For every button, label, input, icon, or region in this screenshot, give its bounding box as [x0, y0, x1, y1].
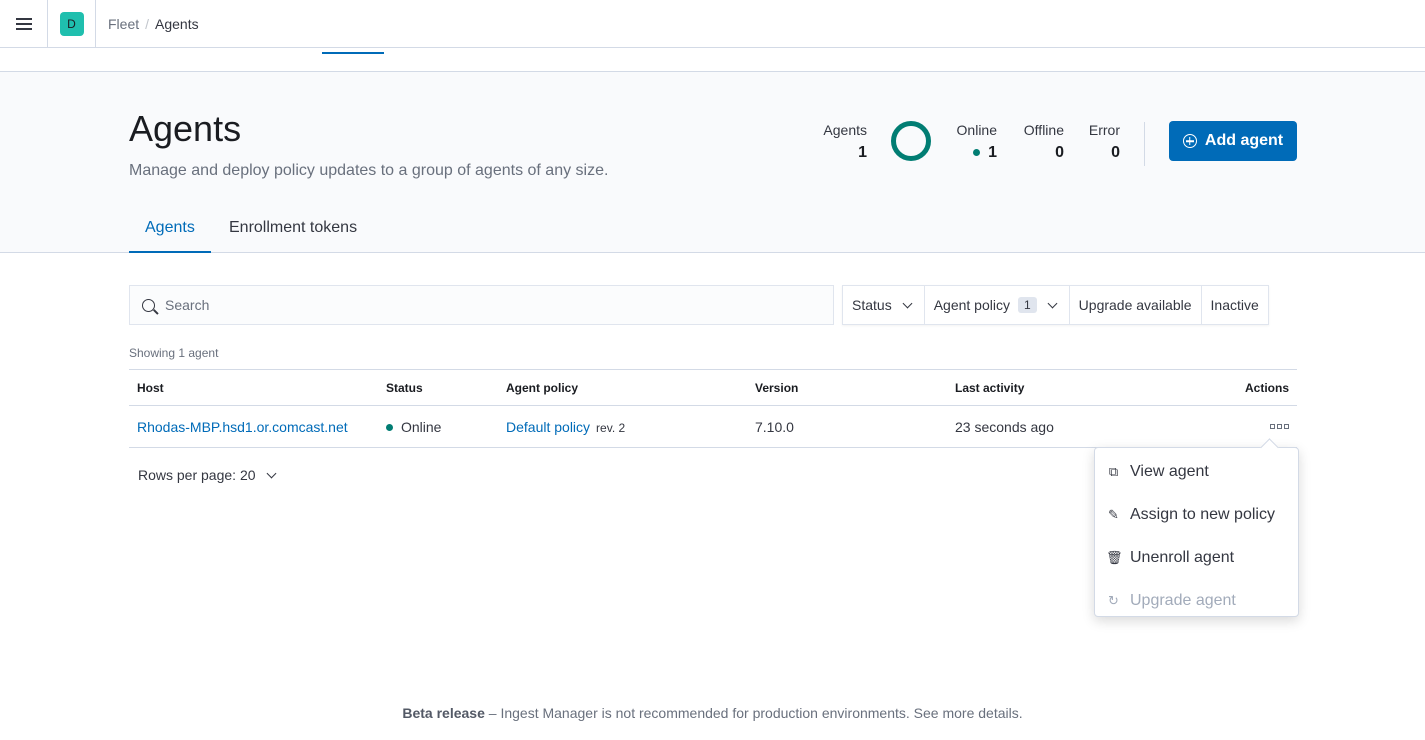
stat-label: Offline — [1023, 122, 1064, 138]
last-activity: 23 seconds ago — [947, 405, 1197, 448]
host-link[interactable]: Rhodas-MBP.hsd1.or.comcast.net — [137, 418, 348, 435]
online-dot-icon — [973, 149, 981, 157]
dot-icon — [1277, 424, 1282, 429]
policy-link[interactable]: Default policy — [506, 418, 591, 435]
page-title: Agents — [129, 108, 242, 149]
filter-count-badge: 1 — [1017, 297, 1037, 313]
sub-nav-bar — [0, 48, 1425, 72]
inactive-filter[interactable]: Inactive — [1210, 297, 1259, 313]
dot-icon — [1270, 424, 1275, 429]
agents-table: Host Status Agent policy Version Last ac… — [129, 369, 1297, 448]
stat-value: 1 — [988, 144, 997, 161]
version: 7.10.0 — [747, 405, 947, 448]
chevron-down-icon — [1047, 298, 1058, 308]
stat-value: 0 — [1111, 144, 1120, 161]
dot-icon — [1284, 424, 1289, 429]
search-icon — [142, 298, 155, 312]
filter-group: Status Agent policy 1 Upgrade available I… — [842, 285, 1269, 325]
menu-item-label: Assign to new policy — [1130, 505, 1275, 523]
beta-label: Beta release — [402, 705, 485, 721]
chevron-down-icon — [902, 298, 913, 308]
menu-item-label: View agent — [1130, 462, 1209, 480]
column-last-activity[interactable]: Last activity — [947, 369, 1197, 406]
actions-menu: ⧉ View agent ✎ Assign to new policy 🗑 Unenr… — [1094, 447, 1299, 617]
stat-label: Agents — [823, 122, 867, 138]
refresh-icon: ↻ — [1108, 592, 1119, 608]
status-filter-label: Status — [852, 297, 892, 313]
stat-value: 0 — [1055, 144, 1064, 161]
stat-error: Error 0 — [1083, 122, 1120, 162]
menu-button[interactable] — [0, 0, 48, 48]
space-avatar: D — [59, 11, 84, 36]
column-actions: Actions — [1197, 369, 1297, 406]
menu-item-unenroll-agent[interactable]: 🗑 Unenroll agent — [1095, 536, 1298, 579]
upgrade-available-filter[interactable]: Upgrade available — [1070, 286, 1202, 324]
agent-status-donut — [891, 121, 931, 161]
agent-policy-filter-label: Agent policy — [933, 297, 1010, 313]
menu-item-label: Upgrade agent — [1130, 591, 1236, 609]
tab-enrollment-tokens[interactable]: Enrollment tokens — [229, 219, 358, 236]
stat-agents: Agents 1 — [815, 122, 867, 162]
stat-offline: Offline 0 — [1015, 122, 1064, 162]
breadcrumb-agents: Agents — [155, 15, 199, 32]
active-tab-indicator — [322, 52, 384, 54]
search-input[interactable]: Search — [129, 285, 834, 325]
status-filter[interactable]: Status — [843, 286, 925, 324]
breadcrumb-fleet[interactable]: Fleet — [108, 15, 140, 32]
tab-agents[interactable]: Agents — [129, 210, 211, 253]
hamburger-icon — [15, 22, 32, 25]
inspect-icon: ⧉ — [1108, 463, 1119, 479]
column-agent-policy[interactable]: Agent policy — [498, 369, 747, 406]
policy-revision: rev. 2 — [596, 420, 626, 435]
rows-per-page-button[interactable]: Rows per page: 20 — [138, 467, 279, 483]
page-description: Manage and deploy policy updates to a gr… — [129, 162, 609, 179]
stat-label: Online — [956, 122, 997, 138]
column-version[interactable]: Version — [747, 369, 947, 406]
menu-item-assign-policy[interactable]: ✎ Assign to new policy — [1095, 493, 1298, 536]
pencil-icon: ✎ — [1108, 506, 1119, 522]
menu-item-label: Unenroll agent — [1130, 548, 1235, 566]
table-row: Rhodas-MBP.hsd1.or.comcast.net Online De… — [129, 405, 1297, 448]
beta-notice: Beta release – Ingest Manager is not rec… — [0, 705, 1425, 721]
breadcrumb-separator: / — [145, 15, 150, 32]
status-text: Online — [401, 418, 442, 435]
divider — [1144, 122, 1145, 166]
beta-text: – Ingest Manager is not recommended for … — [484, 705, 1023, 721]
column-host[interactable]: Host — [129, 369, 378, 406]
agent-policy-filter[interactable]: Agent policy 1 — [925, 286, 1070, 324]
breadcrumb: Fleet / Agents — [108, 16, 199, 32]
stat-online: Online 1 — [950, 122, 997, 162]
page-header — [0, 72, 1425, 253]
column-status[interactable]: Status — [378, 369, 498, 406]
add-agent-button[interactable]: Add agent — [1169, 121, 1297, 161]
search-placeholder: Search — [165, 297, 210, 313]
status-dot-icon — [386, 424, 393, 432]
menu-item-view-agent[interactable]: ⧉ View agent — [1095, 450, 1298, 493]
trash-icon: 🗑 — [1106, 549, 1123, 565]
rows-per-page-label: Rows per page: 20 — [138, 467, 256, 483]
space-selector[interactable]: D — [48, 0, 96, 48]
plus-circle-icon — [1182, 134, 1197, 148]
add-agent-label: Add agent — [1204, 132, 1284, 149]
stat-label: Error — [1088, 122, 1120, 138]
actions-menu-button[interactable] — [1270, 424, 1289, 429]
result-count: Showing 1 agent — [129, 346, 219, 360]
menu-item-upgrade-agent: ↻ Upgrade agent — [1095, 579, 1298, 622]
top-bar: D Fleet / Agents — [0, 0, 1425, 48]
chevron-down-icon — [266, 468, 276, 478]
stat-value: 1 — [858, 144, 867, 161]
